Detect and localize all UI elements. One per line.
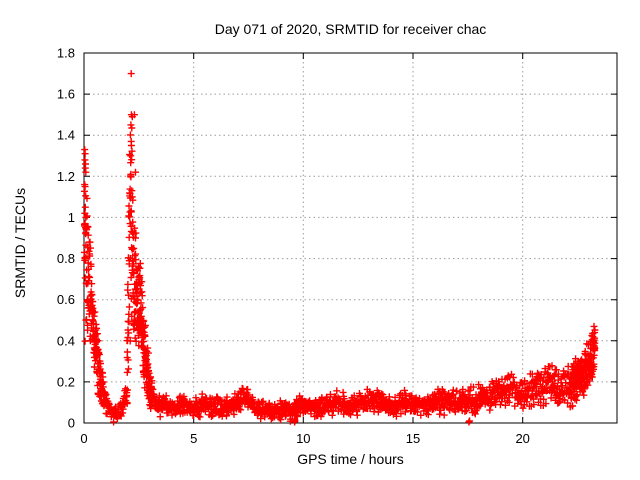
y-tick-label: 0.4 xyxy=(57,333,75,348)
y-tick-label: 1.4 xyxy=(57,128,75,143)
axis-ticks xyxy=(83,52,617,424)
y-tick-label: 1.6 xyxy=(57,87,75,102)
y-tick-label: 1.8 xyxy=(57,46,75,61)
grid-lines xyxy=(84,53,617,423)
x-tick-label: 0 xyxy=(80,431,87,446)
scatter-points xyxy=(80,70,599,426)
x-tick-label: 20 xyxy=(515,431,529,446)
y-tick-label: 0.2 xyxy=(57,374,75,389)
y-tick-label: 0 xyxy=(68,416,75,431)
x-axis-title: GPS time / hours xyxy=(297,451,404,467)
y-tick-label: 0.8 xyxy=(57,251,75,266)
plot-border xyxy=(83,52,618,424)
y-tick-label: 0.6 xyxy=(57,292,75,307)
y-tick-label: 1 xyxy=(68,210,75,225)
x-tick-label: 15 xyxy=(406,431,420,446)
chart-title: Day 071 of 2020, SRMTID for receiver cha… xyxy=(214,21,487,37)
x-tick-label: 10 xyxy=(296,431,310,446)
y-tick-label: 1.2 xyxy=(57,169,75,184)
x-tick-label: 5 xyxy=(190,431,197,446)
